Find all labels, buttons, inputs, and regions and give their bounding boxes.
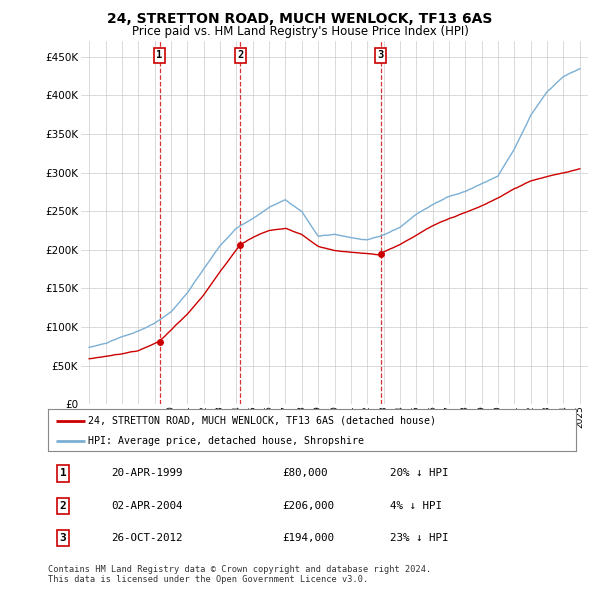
Text: 24, STRETTON ROAD, MUCH WENLOCK, TF13 6AS (detached house): 24, STRETTON ROAD, MUCH WENLOCK, TF13 6A… — [88, 416, 436, 426]
Text: 3: 3 — [59, 533, 67, 543]
Text: 1: 1 — [157, 50, 163, 60]
Text: 26-OCT-2012: 26-OCT-2012 — [111, 533, 182, 543]
Text: Contains HM Land Registry data © Crown copyright and database right 2024.
This d: Contains HM Land Registry data © Crown c… — [48, 565, 431, 584]
Text: £80,000: £80,000 — [282, 468, 328, 478]
Text: £206,000: £206,000 — [282, 501, 334, 511]
Text: 2: 2 — [59, 501, 67, 511]
Text: HPI: Average price, detached house, Shropshire: HPI: Average price, detached house, Shro… — [88, 436, 364, 445]
Text: £194,000: £194,000 — [282, 533, 334, 543]
Text: 3: 3 — [377, 50, 384, 60]
Text: 24, STRETTON ROAD, MUCH WENLOCK, TF13 6AS: 24, STRETTON ROAD, MUCH WENLOCK, TF13 6A… — [107, 12, 493, 26]
Text: Price paid vs. HM Land Registry's House Price Index (HPI): Price paid vs. HM Land Registry's House … — [131, 25, 469, 38]
Text: 1: 1 — [59, 468, 67, 478]
Text: 2: 2 — [238, 50, 244, 60]
Text: 02-APR-2004: 02-APR-2004 — [111, 501, 182, 511]
Text: 23% ↓ HPI: 23% ↓ HPI — [390, 533, 449, 543]
Text: 20% ↓ HPI: 20% ↓ HPI — [390, 468, 449, 478]
Text: 20-APR-1999: 20-APR-1999 — [111, 468, 182, 478]
Text: 4% ↓ HPI: 4% ↓ HPI — [390, 501, 442, 511]
